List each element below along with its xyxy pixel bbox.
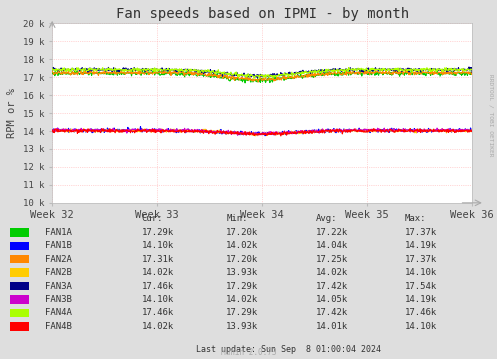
Text: 17.22k: 17.22k — [316, 228, 348, 237]
Text: 17.29k: 17.29k — [226, 281, 258, 290]
Text: 17.31k: 17.31k — [142, 255, 174, 264]
Text: 14.02k: 14.02k — [142, 268, 174, 277]
Text: FAN3B: FAN3B — [45, 295, 72, 304]
Text: 17.46k: 17.46k — [405, 308, 437, 317]
Text: 17.20k: 17.20k — [226, 255, 258, 264]
Bar — [10, 242, 29, 250]
Text: 14.04k: 14.04k — [316, 241, 348, 250]
Text: Avg:: Avg: — [316, 214, 337, 223]
Text: 14.02k: 14.02k — [316, 268, 348, 277]
Text: FAN2A: FAN2A — [45, 255, 72, 264]
Text: Munin 2.0.73: Munin 2.0.73 — [221, 349, 276, 358]
Text: 14.01k: 14.01k — [316, 322, 348, 331]
Text: 14.19k: 14.19k — [405, 295, 437, 304]
Text: 17.54k: 17.54k — [405, 281, 437, 290]
Text: 17.42k: 17.42k — [316, 308, 348, 317]
Text: Last update: Sun Sep  8 01:00:04 2024: Last update: Sun Sep 8 01:00:04 2024 — [196, 345, 381, 354]
Text: Cur:: Cur: — [142, 214, 163, 223]
Title: Fan speeds based on IPMI - by month: Fan speeds based on IPMI - by month — [116, 7, 409, 21]
Text: 14.10k: 14.10k — [405, 322, 437, 331]
Text: 13.93k: 13.93k — [226, 322, 258, 331]
Text: 14.02k: 14.02k — [142, 322, 174, 331]
Text: 13.93k: 13.93k — [226, 268, 258, 277]
Text: FAN1B: FAN1B — [45, 241, 72, 250]
Text: 14.02k: 14.02k — [226, 241, 258, 250]
Text: FAN1A: FAN1A — [45, 228, 72, 237]
Bar — [10, 295, 29, 304]
Text: 17.37k: 17.37k — [405, 228, 437, 237]
Bar — [10, 255, 29, 264]
Text: Max:: Max: — [405, 214, 426, 223]
Text: 17.46k: 17.46k — [142, 308, 174, 317]
Text: FAN4B: FAN4B — [45, 322, 72, 331]
Y-axis label: RPM or %: RPM or % — [7, 88, 17, 138]
Text: FAN3A: FAN3A — [45, 281, 72, 290]
Text: 17.42k: 17.42k — [316, 281, 348, 290]
Text: 14.05k: 14.05k — [316, 295, 348, 304]
Text: 14.10k: 14.10k — [142, 295, 174, 304]
Text: 17.29k: 17.29k — [142, 228, 174, 237]
Text: 14.02k: 14.02k — [226, 295, 258, 304]
Text: RRDTOOL / TOBI OETIKER: RRDTOOL / TOBI OETIKER — [489, 74, 494, 156]
Text: 14.19k: 14.19k — [405, 241, 437, 250]
Text: 14.10k: 14.10k — [142, 241, 174, 250]
Text: 17.20k: 17.20k — [226, 228, 258, 237]
Text: FAN4A: FAN4A — [45, 308, 72, 317]
Bar — [10, 322, 29, 331]
Bar — [10, 282, 29, 290]
Text: 17.25k: 17.25k — [316, 255, 348, 264]
Text: 17.46k: 17.46k — [142, 281, 174, 290]
Text: 17.29k: 17.29k — [226, 308, 258, 317]
Bar — [10, 228, 29, 237]
Text: FAN2B: FAN2B — [45, 268, 72, 277]
Text: Min:: Min: — [226, 214, 248, 223]
Text: 17.37k: 17.37k — [405, 255, 437, 264]
Text: 14.10k: 14.10k — [405, 268, 437, 277]
Bar — [10, 309, 29, 317]
Bar — [10, 269, 29, 277]
